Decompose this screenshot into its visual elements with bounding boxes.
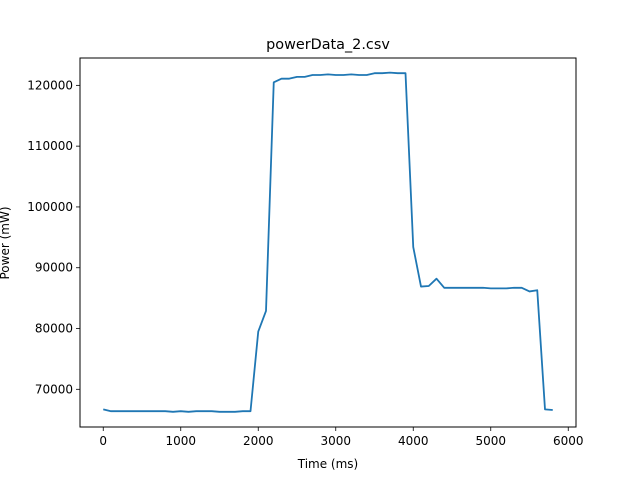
x-axis-label: Time (ms) bbox=[297, 457, 359, 471]
x-tick-label: 3000 bbox=[320, 434, 351, 448]
x-tick-label: 0 bbox=[99, 434, 107, 448]
y-tick-label: 90000 bbox=[35, 261, 73, 275]
y-axis-ticks: 70000 80000 90000 100000 110000 120000 bbox=[27, 78, 80, 396]
power-series-line bbox=[103, 71, 553, 413]
y-axis-label: Power (mW) bbox=[0, 206, 12, 279]
chart-title: powerData_2.csv bbox=[266, 37, 390, 53]
x-axis-ticks: 0 1000 2000 3000 4000 5000 6000 bbox=[99, 427, 584, 448]
x-tick-label: 4000 bbox=[398, 434, 429, 448]
y-tick-label: 110000 bbox=[27, 139, 73, 153]
y-tick-label: 80000 bbox=[35, 322, 73, 336]
y-tick-label: 100000 bbox=[27, 200, 73, 214]
y-tick-label: 120000 bbox=[27, 78, 73, 92]
x-tick-label: 5000 bbox=[475, 434, 506, 448]
x-tick-label: 6000 bbox=[553, 434, 584, 448]
y-tick-label: 70000 bbox=[35, 382, 73, 396]
plot-area bbox=[80, 58, 576, 427]
x-tick-label: 1000 bbox=[165, 434, 196, 448]
plot-frame bbox=[79, 57, 577, 428]
x-tick-label: 2000 bbox=[243, 434, 274, 448]
series-layer bbox=[103, 71, 553, 413]
